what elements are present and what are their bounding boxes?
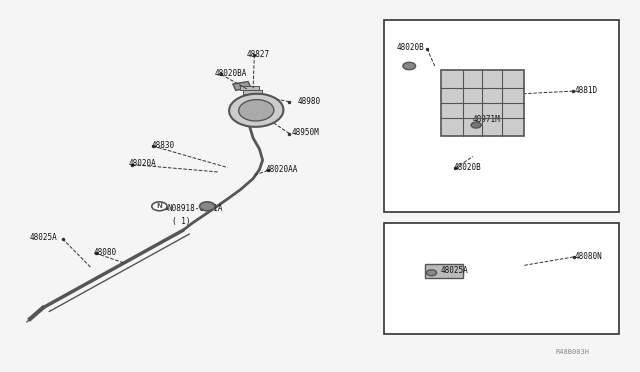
Bar: [250, 101, 269, 105]
Text: 48827: 48827: [246, 51, 270, 60]
Bar: [248, 97, 267, 101]
Text: 48971M: 48971M: [473, 115, 500, 124]
Text: 4881D: 4881D: [575, 86, 598, 94]
Text: 48025A: 48025A: [441, 266, 469, 275]
Text: 48980: 48980: [298, 97, 321, 106]
Circle shape: [152, 202, 167, 211]
Circle shape: [200, 202, 215, 211]
Bar: [233, 81, 251, 90]
Ellipse shape: [229, 94, 284, 127]
Text: 48025A: 48025A: [30, 233, 58, 242]
Text: 48020AA: 48020AA: [266, 165, 298, 174]
Text: 48020B: 48020B: [454, 163, 481, 172]
Text: 48020BA: 48020BA: [215, 69, 247, 78]
Text: ( 1): ( 1): [172, 217, 191, 225]
Circle shape: [471, 122, 481, 128]
Text: 48020A: 48020A: [129, 159, 157, 169]
Text: 48080: 48080: [94, 248, 117, 257]
Text: 48080N: 48080N: [575, 251, 603, 261]
Bar: [243, 90, 262, 94]
Bar: [441, 70, 524, 136]
Bar: [245, 94, 264, 97]
Text: 48020B: 48020B: [396, 43, 424, 52]
Text: R48B003H: R48B003H: [556, 349, 590, 355]
Bar: [425, 263, 463, 278]
Text: N08918-6401A: N08918-6401A: [167, 203, 223, 213]
FancyBboxPatch shape: [384, 20, 620, 212]
Text: N: N: [157, 203, 163, 209]
Text: 48830: 48830: [151, 141, 174, 150]
Circle shape: [403, 62, 415, 70]
Ellipse shape: [239, 100, 274, 121]
Circle shape: [426, 270, 436, 276]
Text: 48950M: 48950M: [291, 128, 319, 137]
FancyBboxPatch shape: [384, 223, 620, 334]
Bar: [241, 86, 259, 90]
